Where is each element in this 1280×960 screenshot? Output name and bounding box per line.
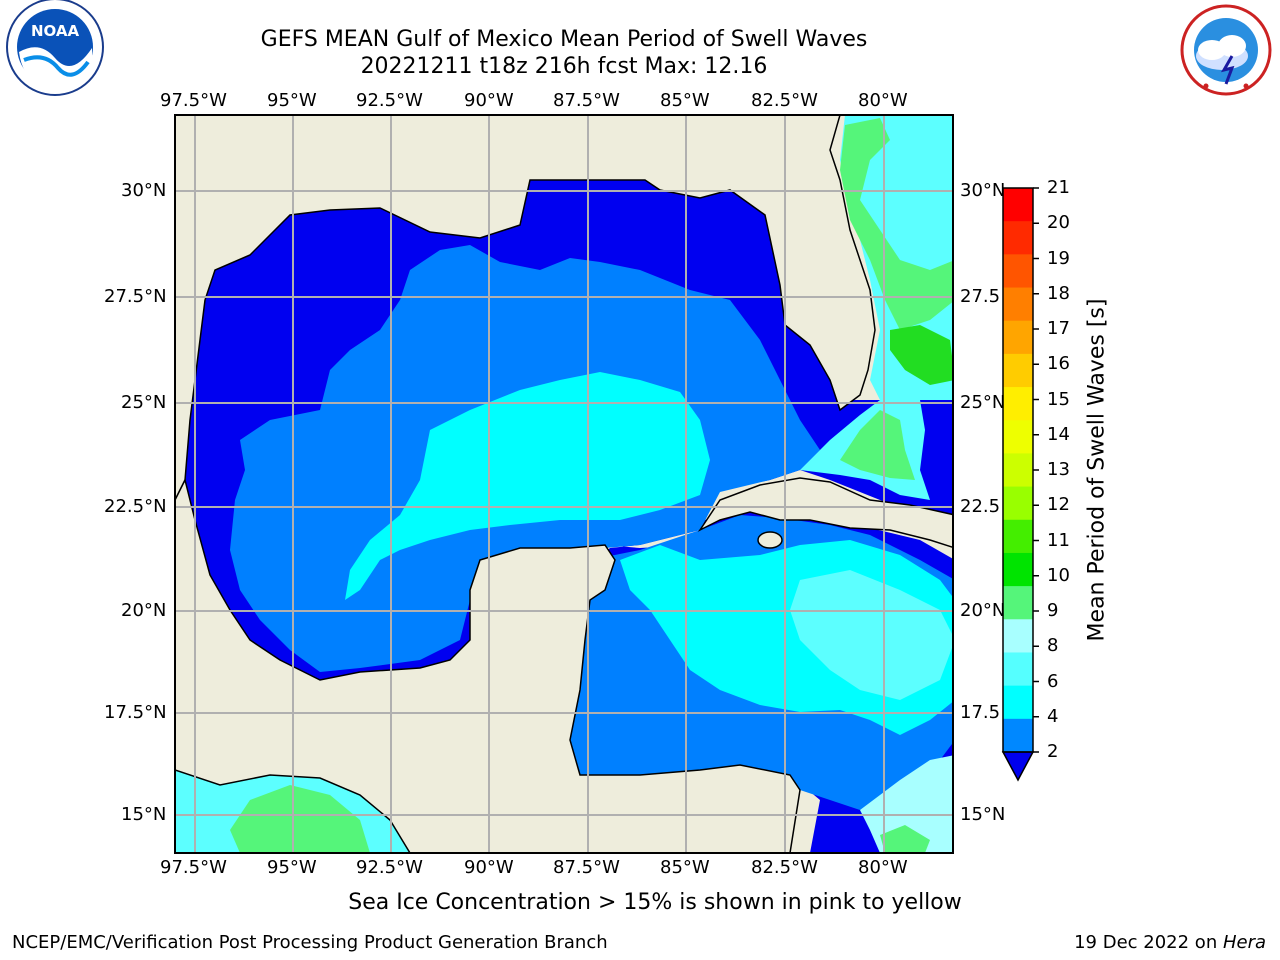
lon-label-top-80: 80°W xyxy=(858,90,908,111)
lon-label-top-95: 95°W xyxy=(267,90,317,111)
lat-label-left-22-5: 22.5°N xyxy=(104,496,167,517)
colorbar-tick-label: 8 xyxy=(1047,635,1059,657)
lon-label-top-85: 85°W xyxy=(660,90,710,111)
caribbean-light-cyan-region xyxy=(790,570,953,700)
colorbar-bin xyxy=(1003,718,1033,753)
colorbar-bin xyxy=(1003,685,1033,720)
lon-label-bottom-92-5: 92.5°W xyxy=(356,857,423,878)
lon-label-top-92-5: 92.5°W xyxy=(356,90,423,111)
colorbar-bin xyxy=(1003,287,1033,322)
isla-juventud xyxy=(757,531,783,549)
atlantic-green-region xyxy=(840,118,953,330)
lat-label-right-15: 15°N xyxy=(960,804,1006,825)
footer-date-text: 19 Dec 2022 on xyxy=(1074,932,1223,953)
graticule xyxy=(175,115,953,853)
lat-label-left-20: 20°N xyxy=(121,600,167,621)
colorbar-tick-label: 17 xyxy=(1047,318,1070,339)
atlantic-bright-green-patch xyxy=(890,325,953,385)
colorbar-tick-label: 18 xyxy=(1047,282,1070,304)
lat-label-left-15: 15°N xyxy=(121,804,167,825)
colorbar-tick-label: 6 xyxy=(1047,670,1059,692)
colorbar-tick-label: 10 xyxy=(1047,564,1070,586)
colorbar-tick-label: 21 xyxy=(1047,177,1070,198)
colorbar-tick-label: 9 xyxy=(1047,600,1059,621)
straits-green-region xyxy=(840,410,915,480)
lon-label-top-97-5: 97.5°W xyxy=(160,90,227,111)
colorbar xyxy=(1001,187,1039,782)
colorbar-tick-label: 13 xyxy=(1047,459,1070,480)
lat-label-right-25: 25°N xyxy=(960,392,1006,413)
colorbar-bin xyxy=(1003,420,1033,454)
colorbar-extend-triangle xyxy=(1001,751,1035,782)
map-subtitle: 20221211 t18z 216h fcst Max: 12.16 xyxy=(360,54,768,79)
map-frame xyxy=(174,114,954,854)
colorbar-tick-label: 12 xyxy=(1047,494,1070,516)
footer-credit: NCEP/EMC/Verification Post Processing Pr… xyxy=(12,932,608,953)
colorbar-bin xyxy=(1003,486,1033,521)
sea-ice-caption: Sea Ice Concentration > 15% is shown in … xyxy=(348,890,962,915)
lon-label-bottom-80: 80°W xyxy=(858,857,908,878)
colorbar-bin xyxy=(1003,552,1033,587)
lon-label-bottom-97-5: 97.5°W xyxy=(160,857,227,878)
colorbar-bin xyxy=(1003,188,1033,222)
colorbar-bin xyxy=(1003,619,1033,653)
colorbar-bin xyxy=(1003,519,1033,554)
gulf-cyan-region xyxy=(345,372,710,600)
colorbar-tick-label: 20 xyxy=(1047,212,1070,234)
colorbar-tick-label: 14 xyxy=(1047,423,1070,445)
noaa-logo-text: NOAA xyxy=(31,22,80,40)
lon-label-bottom-85: 85°W xyxy=(660,857,710,878)
footer-date: 19 Dec 2022 on Hera xyxy=(1074,932,1266,953)
colorbar-bin xyxy=(1003,387,1033,421)
cuba-land xyxy=(697,477,953,549)
colorbar-bin xyxy=(1003,453,1033,488)
lat-label-left-17-5: 17.5°N xyxy=(104,702,167,723)
lat-label-right-20: 20°N xyxy=(960,600,1006,621)
colorbar-tick-label: 16 xyxy=(1047,353,1070,375)
colorbar-bin xyxy=(1003,254,1033,289)
colorbar-tick-label: 15 xyxy=(1047,388,1070,410)
colorbar-bin xyxy=(1003,353,1033,388)
lon-label-bottom-82-5: 82.5°W xyxy=(751,857,818,878)
colorbar-bin xyxy=(1003,320,1033,355)
nws-logo xyxy=(1180,4,1272,96)
colorbar-bin xyxy=(1003,586,1033,620)
noaa-logo: NOAA xyxy=(6,0,104,96)
lon-label-bottom-87-5: 87.5°W xyxy=(553,857,620,878)
lon-label-bottom-95: 95°W xyxy=(267,857,317,878)
footer-machine: Hera xyxy=(1222,932,1266,953)
colorbar-tick-label: 11 xyxy=(1047,529,1070,551)
colorbar-tick-label: 19 xyxy=(1047,247,1070,269)
lat-label-left-30: 30°N xyxy=(121,180,167,201)
colorbar-bin xyxy=(1003,221,1033,255)
map-area xyxy=(175,115,953,853)
colorbar-tick-label: 2 xyxy=(1047,741,1059,762)
lat-label-right-17-5: 17.5 xyxy=(960,702,1001,723)
mexico-land xyxy=(175,477,801,853)
lat-label-right-22-5: 22.5 xyxy=(960,496,1001,517)
lat-label-left-25: 25°N xyxy=(121,392,167,413)
southeast-green-patch xyxy=(880,825,930,853)
lon-label-top-87-5: 87.5°W xyxy=(553,90,620,111)
colorbar-label: Mean Period of Swell Waves [s] xyxy=(1084,298,1110,642)
lat-label-right-27-5: 27.5 xyxy=(960,286,1001,307)
map-title: GEFS MEAN Gulf of Mexico Mean Period of … xyxy=(260,27,868,52)
lon-label-bottom-90: 90°W xyxy=(464,857,514,878)
lon-label-top-82-5: 82.5°W xyxy=(751,90,818,111)
colorbar-tick-label: 4 xyxy=(1047,705,1059,727)
colorbar-bin xyxy=(1003,652,1033,687)
lon-label-top-90: 90°W xyxy=(464,90,514,111)
lat-label-right-30: 30°N xyxy=(960,180,1006,201)
pacific-green-region xyxy=(230,785,370,853)
lat-label-left-27-5: 27.5°N xyxy=(104,286,167,307)
